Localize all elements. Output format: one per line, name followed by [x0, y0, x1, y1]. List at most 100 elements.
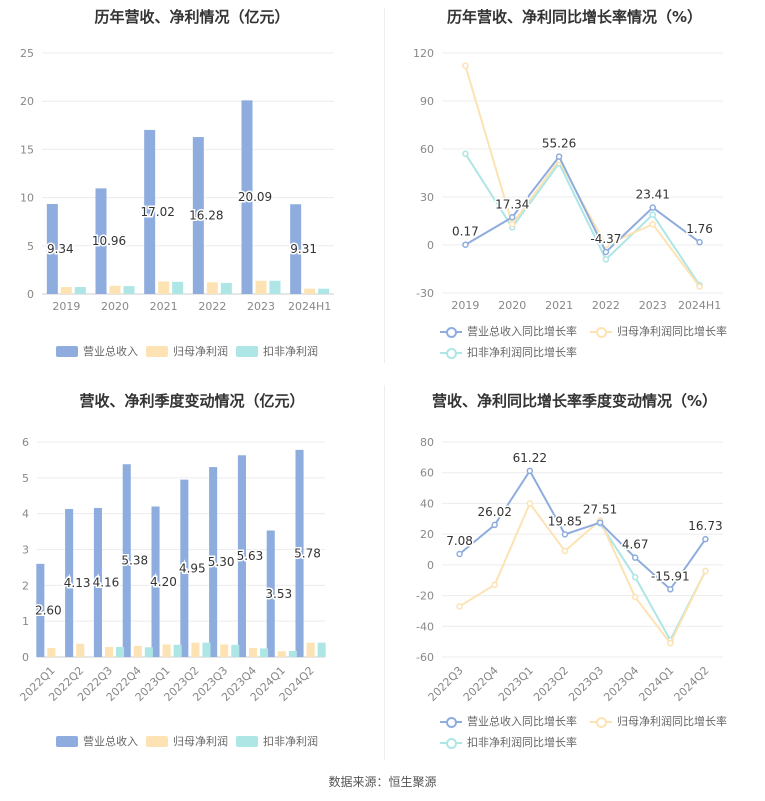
point-1-4 — [649, 220, 656, 228]
data-label: 0.17 — [452, 225, 479, 239]
y-tick-label: 2 — [22, 579, 29, 592]
data-label: 9.34 — [47, 242, 74, 256]
legend-label-revenue-growth: 营业总收入同比增长率 — [467, 325, 577, 338]
point-0-3 — [602, 248, 610, 256]
point-1-6 — [667, 639, 674, 647]
data-label: 10.96 — [92, 234, 126, 248]
bar-2-3 — [220, 282, 232, 294]
bar-1-8 — [277, 651, 286, 657]
x-tick-label: 2023Q4 — [601, 664, 641, 704]
legend-label-deducted-growth-q: 扣非净利润同比增长率 — [467, 736, 577, 749]
bar-0-5 — [290, 204, 302, 294]
point-0-6 — [667, 586, 674, 593]
bar-2-6 — [231, 644, 240, 657]
y-tick-label: 4 — [22, 508, 29, 521]
legend-item-revenue-growth-q[interactable]: 营业总收入同比增长率 — [440, 713, 577, 729]
annual-amount-title: 历年营收、净利情况（亿元） — [94, 8, 290, 26]
bar-2-3 — [144, 647, 153, 657]
data-label: 5.63 — [237, 549, 264, 563]
legend-item-deducted-growth-q[interactable]: 扣非净利润同比增长率 — [440, 734, 577, 750]
point-0-5 — [631, 554, 639, 561]
bar-0-3 — [122, 464, 131, 657]
y-tick-label: 20 — [20, 95, 34, 108]
point-0-1 — [509, 214, 516, 221]
legend-item-deducted-profit-q[interactable]: 扣非净利润 — [236, 733, 318, 749]
legend-swatch-net-profit-growth-q — [590, 716, 612, 728]
series-line-1 — [464, 65, 701, 288]
legend-item-revenue[interactable]: 营业总收入 — [56, 343, 138, 359]
y-tick-label: 30 — [420, 191, 434, 204]
y-tick-label: 3 — [22, 544, 29, 557]
legend-item-revenue-q[interactable]: 营业总收入 — [56, 733, 138, 749]
legend-label-deducted-profit: 扣非净利润 — [263, 345, 318, 358]
bar-1-2 — [158, 281, 170, 294]
y-tick-label: -40 — [416, 620, 434, 633]
bar-2-4 — [269, 280, 281, 294]
point-1-7 — [702, 567, 709, 575]
data-label: -4.37 — [590, 232, 621, 246]
data-label: 1.76 — [686, 222, 713, 236]
data-label: 5.38 — [121, 554, 148, 568]
point-1-1 — [491, 581, 498, 589]
point-0-7 — [702, 535, 709, 543]
bar-2-7 — [260, 648, 269, 657]
y-tick-label: 0 — [427, 239, 434, 252]
bar-0-3 — [192, 137, 204, 294]
legend-label-revenue: 营业总收入 — [83, 345, 138, 358]
legend-item-net-profit[interactable]: 归母净利润 — [146, 343, 228, 359]
data-label: 17.02 — [140, 205, 174, 219]
series-line-0 — [464, 154, 701, 254]
legend-label-net-profit: 归母净利润 — [173, 345, 228, 358]
point-2-4 — [649, 211, 656, 218]
point-0-3 — [561, 531, 569, 538]
legend-label-revenue-growth-q: 营业总收入同比增长率 — [467, 715, 577, 728]
y-tick-label: -30 — [416, 287, 434, 300]
legend-item-net-profit-growth-q[interactable]: 归母净利润同比增长率 — [590, 713, 727, 729]
bar-1-9 — [306, 642, 315, 657]
x-tick-label: 2021 — [545, 299, 573, 312]
annual-amount-panel: 历年营收、净利情况（亿元） 0 5 10 15 20 25 2019 2020 2021 2022… — [0, 0, 384, 370]
legend-item-net-profit-growth[interactable]: 归母净利润同比增长率 — [590, 323, 727, 339]
x-tick-label: 2024Q2 — [671, 664, 711, 704]
data-label: 4.95 — [179, 561, 206, 575]
legend-item-revenue-growth[interactable]: 营业总收入同比增长率 — [440, 323, 577, 339]
x-tick-label: 2020 — [498, 299, 526, 312]
point-0-0 — [462, 241, 469, 248]
y-tick-label: 60 — [420, 143, 434, 156]
data-label: 16.28 — [189, 209, 223, 223]
bar-0-0 — [46, 203, 58, 294]
data-label: 4.20 — [150, 575, 177, 589]
quarterly-growth-title: 营收、净利同比增长率季度变动情况（%） — [431, 392, 718, 410]
data-label: 2.60 — [35, 603, 62, 617]
point-0-4 — [649, 204, 656, 211]
legend-item-deducted-growth[interactable]: 扣非净利润同比增长率 — [440, 344, 577, 360]
bar-2-9 — [317, 642, 326, 657]
legend-swatch-revenue-growth — [440, 326, 462, 338]
quarterly-amount-panel: 营收、净利季度变动情况（亿元） 0 1 2 3 4 5 6 2022Q1 2022Q2 2022Q… — [0, 380, 384, 760]
legend-item-deducted-profit[interactable]: 扣非净利润 — [236, 343, 318, 359]
y-tick-label: 0 — [22, 651, 29, 664]
point-0-5 — [696, 238, 703, 246]
bar-1-0 — [47, 648, 56, 657]
legend-item-net-profit-q[interactable]: 归母净利润 — [146, 733, 228, 749]
y-tick-label: -60 — [416, 651, 434, 664]
bar-2-2 — [172, 281, 184, 294]
data-label: 26.02 — [478, 505, 512, 519]
legend-label-net-profit-growth-q: 归母净利润同比增长率 — [617, 715, 727, 728]
y-tick-label: -20 — [416, 590, 434, 603]
bar-0-6 — [209, 467, 218, 657]
quarterly-growth-chart: -60-40-200204060802022Q32022Q42023Q12023… — [416, 436, 724, 704]
point-0-0 — [456, 550, 463, 558]
y-tick-label: 5 — [27, 240, 34, 253]
point-2-3 — [602, 256, 610, 263]
bar-2-5 — [318, 288, 330, 294]
legend-swatch-deducted-growth — [440, 347, 462, 359]
data-label: 5.30 — [208, 555, 235, 569]
bar-0-4 — [241, 100, 253, 294]
data-label: 27.51 — [583, 503, 617, 517]
data-label: 17.34 — [495, 197, 529, 211]
x-tick-label: 2023Q1 — [496, 664, 536, 704]
point-1-2 — [526, 500, 534, 507]
data-label: 3.53 — [265, 587, 292, 601]
point-1-5 — [631, 593, 639, 601]
